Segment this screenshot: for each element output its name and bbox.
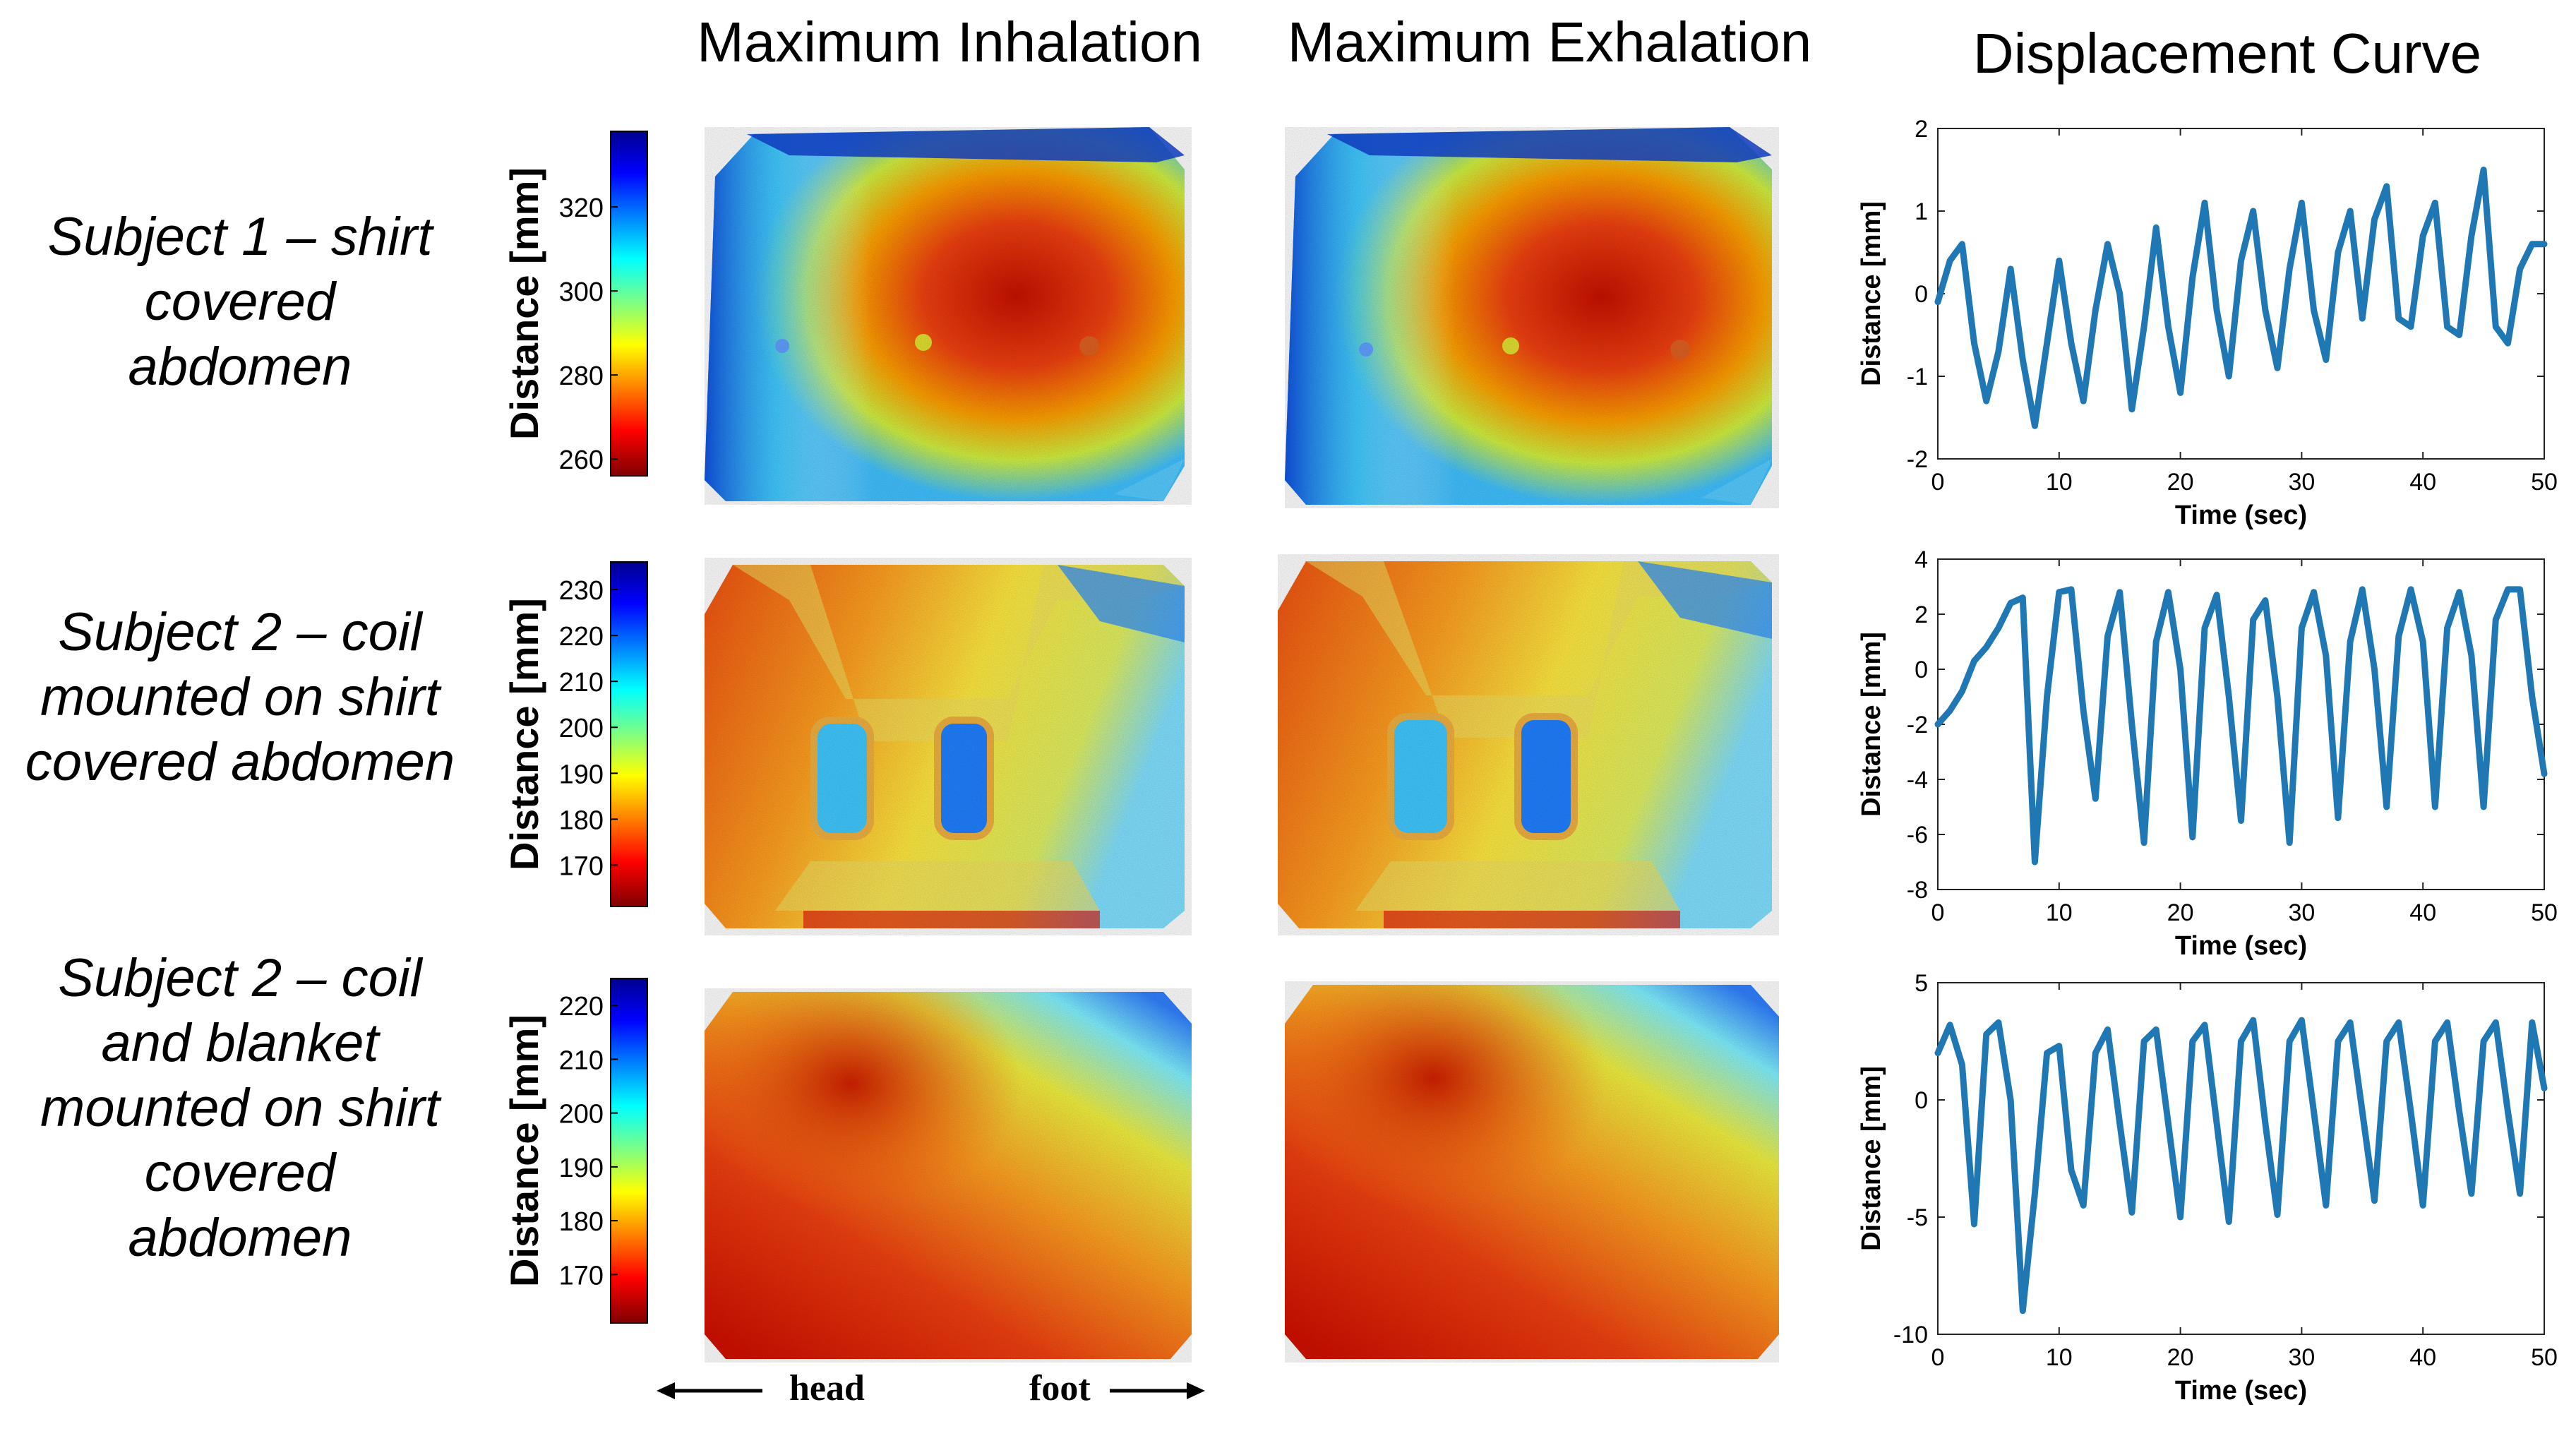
y-tick-label: 4: [1915, 546, 1928, 573]
displacement-series-line: [1934, 586, 2548, 866]
y-tick-label: 0: [1915, 1087, 1928, 1114]
y-tick-label: -6: [1907, 822, 1928, 849]
colorbar-label: Distance [mm]: [502, 167, 546, 440]
colorbar-subject2-blanket: 220 210 200 190 180 170 Distance [mm]: [502, 978, 648, 1324]
colorbar-label: Distance [mm]: [502, 598, 546, 870]
x-tick-label: 50: [2531, 899, 2558, 926]
x-tick-label: 50: [2531, 1344, 2558, 1371]
colorbar-label: Distance [mm]: [502, 1014, 546, 1287]
colorbar-tick-label: 210: [559, 668, 604, 697]
x-tick-label: 30: [2288, 1344, 2315, 1371]
title-displacement-curve: Displacement Curve: [1972, 22, 2482, 85]
x-tick-label: 10: [2046, 899, 2073, 926]
row-label-line: abdomen: [128, 337, 352, 397]
x-tick-label: 40: [2409, 899, 2436, 926]
colorbar-tick-label: 190: [559, 1154, 604, 1183]
x-axis-label: Time (sec): [2175, 1376, 2307, 1406]
y-tick-label: 2: [1915, 601, 1928, 628]
y-tick-label: -8: [1907, 877, 1928, 904]
row-label-line: abdomen: [128, 1208, 352, 1268]
row-label-line: covered abdomen: [25, 732, 455, 792]
x-tick-label: 40: [2409, 469, 2436, 496]
colorbar-tick-label: 220: [559, 622, 604, 652]
x-tick-label: 50: [2531, 469, 2558, 496]
y-tick-label: 0: [1915, 657, 1928, 683]
row-label-line: mounted on shirt: [40, 1078, 441, 1138]
y-tick-label: -2: [1907, 712, 1928, 738]
foot-label: foot: [1029, 1368, 1091, 1408]
colorbar-subject1: 320 300 280 260 Distance [mm]: [502, 131, 648, 477]
y-tick-label: 2: [1915, 116, 1928, 143]
colorbar-tick-label: 210: [559, 1046, 604, 1075]
row-label-line: mounted on shirt: [40, 667, 441, 727]
y-tick-label: 0: [1915, 281, 1928, 308]
colorbar-subject2-coil: 230 220 210 200 190 180 170 Distance [mm]: [502, 561, 648, 907]
x-tick-label: 0: [1931, 1344, 1945, 1371]
colorbar-tick-label: 320: [559, 193, 604, 223]
y-tick-label: -10: [1893, 1322, 1928, 1348]
y-tick-label: 5: [1915, 970, 1928, 997]
row-label-subject2-blanket: Subject 2 – coil and blanket mounted on …: [0, 946, 480, 1271]
displacement-series-line: [1934, 1017, 2548, 1315]
x-tick-label: 20: [2167, 899, 2194, 926]
y-tick-label: -5: [1907, 1204, 1928, 1231]
colorbar-tick-label: 170: [559, 851, 604, 881]
row-label-subject1: Subject 1 – shirt covered abdomen: [0, 205, 480, 400]
row-label-subject2-coil: Subject 2 – coil mounted on shirt covere…: [0, 600, 480, 795]
colorbar-tick-label: 300: [559, 277, 604, 307]
colorbar-gradient: [610, 131, 648, 477]
row-label-line: Subject 2 – coil: [58, 948, 422, 1008]
heatmap-subject1-exhalation: [1285, 127, 1779, 508]
x-tick-label: 10: [2046, 469, 2073, 496]
colorbar-tick-label: 200: [559, 1100, 604, 1130]
colorbar-tick-label: 280: [559, 361, 604, 391]
x-tick-label: 40: [2409, 1344, 2436, 1371]
heatmap-subject2-coil-exhalation: [1278, 554, 1779, 935]
colorbar-tick-label: 200: [559, 714, 604, 743]
title-maximum-exhalation: Maximum Exhalation: [1287, 11, 1812, 73]
y-axis-label: Distance [mm]: [1857, 1066, 1886, 1251]
x-axis-label: Time (sec): [2175, 931, 2307, 961]
colorbar-gradient: [610, 561, 648, 907]
y-tick-label: 1: [1915, 198, 1928, 225]
x-tick-label: 20: [2167, 1344, 2194, 1371]
row-label-line: Subject 2 – coil: [58, 602, 422, 662]
colorbar-tick-label: 220: [559, 992, 604, 1022]
heatmap-subject2-blanket-exhalation: [1285, 981, 1779, 1363]
x-tick-label: 0: [1931, 899, 1945, 926]
row-label-line: and blanket: [101, 1013, 379, 1073]
colorbar-tick-label: 180: [559, 1207, 604, 1237]
heatmap-subject2-coil-inhalation: [705, 558, 1192, 935]
y-axis-label: Distance [mm]: [1857, 632, 1886, 817]
x-tick-label: 20: [2167, 469, 2194, 496]
colorbar-tick-label: 260: [559, 445, 604, 475]
y-axis-label: Distance [mm]: [1857, 201, 1886, 386]
colorbar-gradient: [610, 978, 648, 1324]
colorbar-tick-label: 170: [559, 1261, 604, 1291]
arrow-head-icon: [657, 1382, 762, 1399]
heatmap-subject1-inhalation: [705, 127, 1192, 505]
colorbar-tick-label: 230: [559, 576, 604, 606]
x-tick-label: 30: [2288, 469, 2315, 496]
y-tick-label: -1: [1907, 364, 1928, 390]
arrow-foot-icon: [1110, 1382, 1205, 1399]
heatmap-subject2-blanket-inhalation: [705, 988, 1192, 1363]
x-tick-label: 0: [1931, 469, 1945, 496]
y-tick-label: -4: [1907, 767, 1928, 794]
colorbar-tick-label: 190: [559, 760, 604, 789]
x-tick-label: 10: [2046, 1344, 2073, 1371]
x-axis-label: Time (sec): [2175, 501, 2307, 530]
title-maximum-inhalation: Maximum Inhalation: [697, 11, 1202, 73]
row-label-line: covered: [144, 1143, 336, 1203]
row-label-line: covered: [144, 272, 336, 332]
head-label: head: [789, 1368, 865, 1408]
colorbar-tick-label: 180: [559, 806, 604, 835]
row-label-line: Subject 1 – shirt: [47, 207, 433, 267]
y-tick-label: -2: [1907, 446, 1928, 473]
displacement-series-line: [1934, 167, 2548, 429]
x-tick-label: 30: [2288, 899, 2315, 926]
